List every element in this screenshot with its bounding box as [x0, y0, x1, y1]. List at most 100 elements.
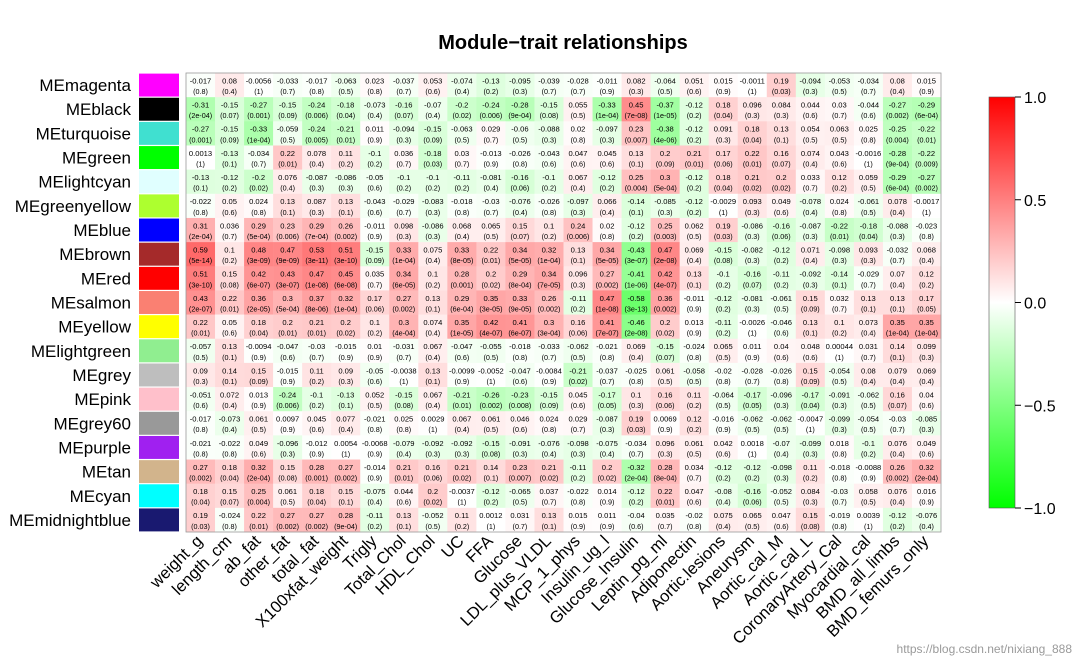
- heatmap-cell: [882, 145, 913, 170]
- cell-pvalue: (0.5): [745, 522, 760, 531]
- cell-correlation: -0.024: [219, 511, 241, 520]
- cell-correlation: -0.18: [860, 221, 877, 230]
- heatmap-cell: [331, 121, 361, 146]
- heatmap-cell: [447, 145, 477, 170]
- cell-correlation: -0.46: [627, 318, 644, 327]
- cell-pvalue: (0.7): [861, 353, 876, 362]
- cell-correlation: -0.098: [829, 245, 851, 254]
- cell-pvalue: (0.04): [336, 111, 355, 120]
- cell-correlation: -0.073: [364, 101, 386, 110]
- cell-correlation: -0.0017: [914, 197, 940, 206]
- heatmap-cell: [592, 121, 622, 146]
- heatmap-cell: [215, 242, 245, 267]
- cell-pvalue: (0.04): [743, 135, 762, 144]
- cell-correlation: 0.28: [658, 463, 673, 472]
- cell-pvalue: (4e-07): [654, 280, 677, 289]
- cell-pvalue: (0.08): [540, 111, 559, 120]
- cell-correlation: -0.062: [858, 390, 880, 399]
- heatmap-cell: [418, 193, 448, 219]
- cell-pvalue: (0.07): [394, 111, 413, 120]
- cell-pvalue: (0.7): [571, 425, 586, 434]
- heatmap-cell: [418, 121, 448, 146]
- cell-pvalue: (1): [835, 353, 844, 362]
- cell-correlation: 0.41: [513, 318, 528, 327]
- cell-pvalue: (0.1): [338, 498, 353, 507]
- heatmap-cell: [592, 73, 622, 98]
- heatmap-cell: [476, 242, 506, 267]
- row-label: MEred: [81, 269, 131, 288]
- cell-pvalue: (0.001): [247, 111, 270, 120]
- cell-correlation: 0.075: [714, 511, 733, 520]
- cell-pvalue: (0.09): [801, 377, 820, 386]
- heatmap-cell: [679, 242, 709, 267]
- row-color-swatch: [139, 363, 179, 387]
- cell-pvalue: (0.02): [482, 280, 501, 289]
- row-label: MEpurple: [58, 438, 131, 457]
- cell-pvalue: (0.7): [861, 280, 876, 289]
- cell-correlation: -0.0084: [536, 366, 562, 375]
- cell-correlation: 0.067: [569, 173, 588, 182]
- cell-pvalue: (0.8): [687, 522, 702, 531]
- cell-correlation: 0.16: [571, 318, 586, 327]
- cell-pvalue: (0.8): [687, 353, 702, 362]
- cell-correlation: -0.065: [509, 487, 531, 496]
- heatmap-cell: [418, 290, 448, 315]
- cell-pvalue: (0.5): [484, 425, 499, 434]
- cell-correlation: -0.11: [570, 463, 587, 472]
- cell-correlation: 0.058: [859, 487, 878, 496]
- heatmap-cell: [650, 97, 680, 122]
- cell-correlation: -0.13: [337, 390, 354, 399]
- cell-correlation: 0.03: [832, 101, 847, 110]
- cell-correlation: -0.03: [889, 415, 906, 424]
- cell-correlation: -0.039: [538, 76, 560, 85]
- cell-correlation: -0.052: [771, 487, 793, 496]
- cell-pvalue: (0.6): [513, 377, 528, 386]
- cell-correlation: -0.03: [831, 487, 848, 496]
- cell-pvalue: (0.9): [600, 522, 615, 531]
- heatmap-cell: [418, 266, 448, 291]
- cell-correlation: -0.15: [395, 390, 412, 399]
- cell-pvalue: (0.3): [571, 280, 586, 289]
- heatmap-cell: [360, 121, 390, 146]
- cell-pvalue: (0.4): [890, 87, 905, 96]
- cell-pvalue: (0.2): [687, 111, 702, 120]
- heatmap-cell: [418, 242, 448, 267]
- cell-correlation: 0.096: [569, 270, 588, 279]
- heatmap-cell: [505, 266, 535, 291]
- heatmap-cell: [360, 338, 390, 364]
- cell-correlation: 0.31: [193, 221, 208, 230]
- cell-pvalue: (0.09): [249, 377, 268, 386]
- cell-pvalue: (0.8): [222, 449, 237, 458]
- cell-pvalue: (0.1): [222, 377, 237, 386]
- cell-correlation: -0.097: [567, 197, 589, 206]
- heatmap-cell: [244, 242, 274, 267]
- cell-pvalue: (0.7): [222, 232, 237, 241]
- cell-correlation: -0.076: [509, 197, 531, 206]
- cell-pvalue: (1): [487, 377, 496, 386]
- cell-pvalue: (0.7): [396, 353, 411, 362]
- heatmap-cell: [853, 242, 884, 267]
- cell-pvalue: (0.6): [542, 159, 557, 168]
- row-label: MEgrey60: [54, 414, 131, 433]
- heatmap-cell: [389, 169, 419, 195]
- cell-correlation: 0.071: [801, 245, 820, 254]
- cell-correlation: -0.021: [364, 415, 386, 424]
- column-label: UC: [438, 532, 468, 562]
- cell-pvalue: (0.7): [629, 449, 644, 458]
- cell-correlation: 0.13: [396, 511, 411, 520]
- cell-correlation: -0.29: [918, 101, 935, 110]
- cell-pvalue: (0.002): [886, 111, 909, 120]
- cell-pvalue: (0.7): [890, 425, 905, 434]
- cell-pvalue: (0.9): [600, 498, 615, 507]
- cell-pvalue: (0.5): [687, 449, 702, 458]
- cell-pvalue: (0.8): [513, 353, 528, 362]
- cell-pvalue: (0.5): [513, 135, 528, 144]
- cell-correlation: 0.22: [484, 245, 499, 254]
- heatmap-cell: [766, 266, 797, 291]
- cell-correlation: -0.11: [715, 318, 732, 327]
- cell-pvalue: (0.6): [367, 208, 382, 217]
- cell-correlation: -0.15: [540, 390, 557, 399]
- cell-correlation: -0.22: [918, 149, 935, 158]
- cell-pvalue: (0.6): [832, 159, 847, 168]
- heatmap-cell: [186, 217, 216, 243]
